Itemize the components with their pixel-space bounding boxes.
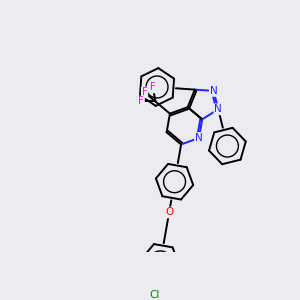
Text: N: N: [210, 86, 218, 96]
Text: Cl: Cl: [149, 290, 160, 300]
Text: O: O: [165, 208, 173, 218]
Text: F: F: [150, 82, 156, 92]
Text: N: N: [214, 104, 222, 114]
Text: F: F: [138, 97, 144, 106]
Text: N: N: [195, 133, 203, 143]
Text: F: F: [142, 87, 147, 97]
